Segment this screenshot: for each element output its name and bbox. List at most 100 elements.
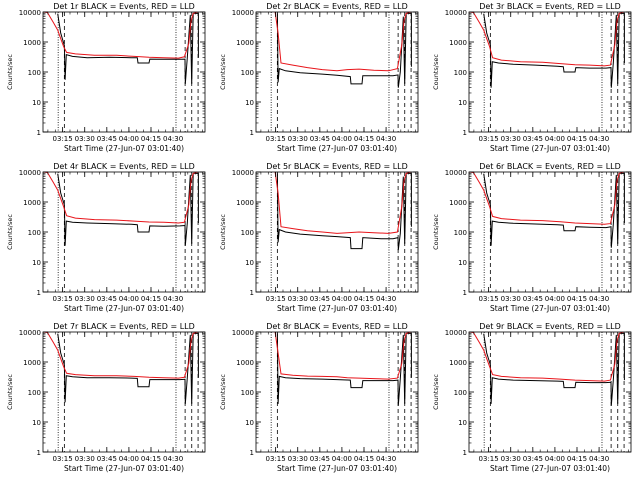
y-axis-label: Counts/sec — [219, 374, 227, 410]
detector-panel: Det 3r BLACK = Events, RED = LLD 1 10 100 10… — [426, 0, 639, 160]
y-axis-label: Counts/sec — [432, 374, 440, 410]
x-tick-label: 03:45 — [97, 135, 117, 143]
x-tick-label: 03:15 — [53, 295, 73, 303]
y-axis-label: Counts/sec — [6, 374, 14, 410]
x-axis-label: Start Time (27-Jun-07 03:01:40) — [490, 144, 610, 153]
y-tick-label: 10 — [458, 99, 467, 107]
plot-title: Det 4r BLACK = Events, RED = LLD — [53, 162, 195, 171]
x-tick-label: 04:30 — [376, 455, 396, 463]
plot-frame — [468, 331, 632, 453]
x-tick-label: 04:15 — [354, 135, 374, 143]
detector-panel: Det 4r BLACK = Events, RED = LLD 1 10 100 10… — [0, 160, 213, 320]
y-axis-label: Counts/sec — [6, 214, 14, 250]
y-tick-label: 1000 — [449, 359, 467, 367]
plot-frame — [42, 171, 206, 293]
y-tick-label: 100 — [454, 389, 467, 397]
x-tick-label: 04:00 — [119, 135, 139, 143]
x-tick-label: 03:45 — [310, 455, 330, 463]
x-tick-label: 04:00 — [119, 295, 139, 303]
plot-title: Det 5r BLACK = Events, RED = LLD — [266, 162, 408, 171]
y-tick-label: 1000 — [23, 199, 41, 207]
y-tick-label: 1 — [37, 449, 41, 457]
detector-plot-svg: Det 6r BLACK = Events, RED = LLD 1 10 100 10… — [432, 162, 632, 313]
lld-series-line — [43, 12, 198, 59]
plot-frame — [468, 171, 632, 293]
plot-frame — [468, 11, 632, 133]
y-axis-label: Counts/sec — [219, 54, 227, 90]
x-tick-label: 03:30 — [75, 295, 95, 303]
x-tick-label: 03:45 — [523, 455, 543, 463]
x-tick-label: 04:30 — [589, 455, 609, 463]
x-tick-label: 03:45 — [97, 455, 117, 463]
y-tick-label: 100 — [241, 69, 254, 77]
x-tick-label: 03:15 — [53, 455, 73, 463]
x-tick-label: 03:30 — [288, 135, 308, 143]
plot-frame — [255, 331, 419, 453]
events-series-line — [276, 12, 412, 88]
y-tick-label: 10 — [458, 259, 467, 267]
plot-title: Det 6r BLACK = Events, RED = LLD — [479, 162, 621, 171]
y-tick-label: 10 — [245, 99, 254, 107]
y-tick-label: 1000 — [449, 39, 467, 47]
y-tick-label: 10000 — [19, 9, 41, 17]
lld-series-line — [469, 172, 624, 225]
x-tick-label: 03:30 — [501, 135, 521, 143]
series-group — [274, 332, 412, 406]
detector-panel: Det 2r BLACK = Events, RED = LLD 1 10 100 10… — [213, 0, 426, 160]
events-series-line — [57, 12, 199, 84]
x-tick-label: 04:00 — [332, 295, 352, 303]
plot-title: Det 7r BLACK = Events, RED = LLD — [53, 322, 195, 331]
x-tick-label: 03:15 — [266, 135, 286, 143]
detector-panel: Det 7r BLACK = Events, RED = LLD 1 10 100 10… — [0, 320, 213, 480]
y-tick-label: 1 — [463, 289, 467, 297]
events-series-line — [57, 172, 199, 246]
x-tick-label: 04:30 — [589, 295, 609, 303]
x-tick-label: 04:00 — [545, 455, 565, 463]
x-tick-label: 04:30 — [163, 295, 183, 303]
x-tick-label: 03:45 — [310, 295, 330, 303]
y-tick-label: 10 — [32, 259, 41, 267]
lld-series-line — [469, 332, 624, 382]
detector-panel: Det 5r BLACK = Events, RED = LLD 1 10 100 10… — [213, 160, 426, 320]
x-tick-label: 04:30 — [589, 135, 609, 143]
detector-panel: Det 9r BLACK = Events, RED = LLD 1 10 100 10… — [426, 320, 639, 480]
y-tick-label: 1 — [250, 129, 254, 137]
x-tick-label: 03:30 — [75, 455, 95, 463]
y-tick-label: 10 — [245, 419, 254, 427]
detector-plot-svg: Det 3r BLACK = Events, RED = LLD 1 10 100 10… — [432, 2, 632, 153]
x-axis-label: Start Time (27-Jun-07 03:01:40) — [64, 144, 184, 153]
lld-series-line — [469, 12, 624, 67]
y-axis-label: Counts/sec — [432, 54, 440, 90]
y-tick-label: 1000 — [236, 39, 254, 47]
x-tick-label: 04:15 — [567, 295, 587, 303]
y-tick-label: 1 — [37, 289, 41, 297]
x-tick-label: 03:15 — [479, 135, 499, 143]
x-tick-label: 04:00 — [545, 295, 565, 303]
x-tick-label: 04:15 — [141, 455, 161, 463]
x-axis-label: Start Time (27-Jun-07 03:01:40) — [277, 304, 397, 313]
y-tick-label: 100 — [28, 229, 41, 237]
y-tick-label: 10 — [245, 259, 254, 267]
y-tick-label: 100 — [454, 69, 467, 77]
y-axis-label: Counts/sec — [432, 214, 440, 250]
series-group — [469, 332, 625, 406]
x-axis-label: Start Time (27-Jun-07 03:01:40) — [490, 304, 610, 313]
x-tick-label: 03:15 — [266, 295, 286, 303]
y-tick-label: 1 — [250, 289, 254, 297]
y-tick-label: 100 — [28, 69, 41, 77]
x-tick-label: 04:00 — [545, 135, 565, 143]
plot-frame — [42, 331, 206, 453]
x-tick-label: 04:30 — [163, 135, 183, 143]
detector-plot-svg: Det 9r BLACK = Events, RED = LLD 1 10 100 10… — [432, 322, 632, 473]
detector-plot-svg: Det 2r BLACK = Events, RED = LLD 1 10 100 10… — [219, 2, 419, 153]
x-tick-label: 04:30 — [376, 135, 396, 143]
y-tick-label: 100 — [241, 389, 254, 397]
y-tick-label: 10 — [32, 419, 41, 427]
plot-title: Det 8r BLACK = Events, RED = LLD — [266, 322, 408, 331]
lld-series-line — [43, 172, 198, 224]
series-group — [43, 332, 199, 404]
detector-plot-svg: Det 4r BLACK = Events, RED = LLD 1 10 100 10… — [6, 162, 206, 313]
x-tick-label: 04:15 — [354, 295, 374, 303]
series-group — [469, 12, 625, 88]
events-series-line — [57, 332, 199, 404]
